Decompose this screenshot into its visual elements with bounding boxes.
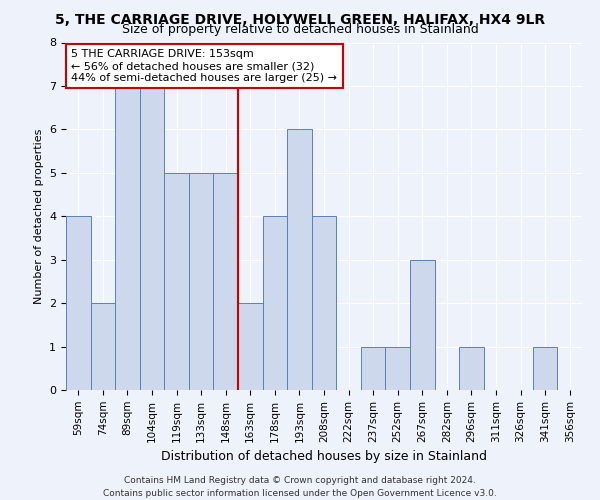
Bar (238, 303, 263, 390)
Bar (410, 260, 434, 390)
X-axis label: Distribution of detached houses by size in Stainland: Distribution of detached houses by size … (161, 450, 487, 463)
Bar (189, 173, 214, 390)
Y-axis label: Number of detached properties: Number of detached properties (34, 128, 44, 304)
Text: 5, THE CARRIAGE DRIVE, HOLYWELL GREEN, HALIFAX, HX4 9LR: 5, THE CARRIAGE DRIVE, HOLYWELL GREEN, H… (55, 12, 545, 26)
Bar (140, 86, 164, 390)
Text: Contains HM Land Registry data © Crown copyright and database right 2024.
Contai: Contains HM Land Registry data © Crown c… (103, 476, 497, 498)
Bar (287, 130, 312, 390)
Bar (533, 346, 557, 390)
Bar (164, 173, 189, 390)
Bar (91, 303, 115, 390)
Bar (312, 216, 336, 390)
Bar (263, 216, 287, 390)
Bar (459, 346, 484, 390)
Text: Size of property relative to detached houses in Stainland: Size of property relative to detached ho… (122, 22, 478, 36)
Bar (214, 173, 238, 390)
Bar (361, 346, 385, 390)
Bar (115, 86, 140, 390)
Bar (385, 346, 410, 390)
Bar (66, 216, 91, 390)
Text: 5 THE CARRIAGE DRIVE: 153sqm
← 56% of detached houses are smaller (32)
44% of se: 5 THE CARRIAGE DRIVE: 153sqm ← 56% of de… (71, 50, 337, 82)
